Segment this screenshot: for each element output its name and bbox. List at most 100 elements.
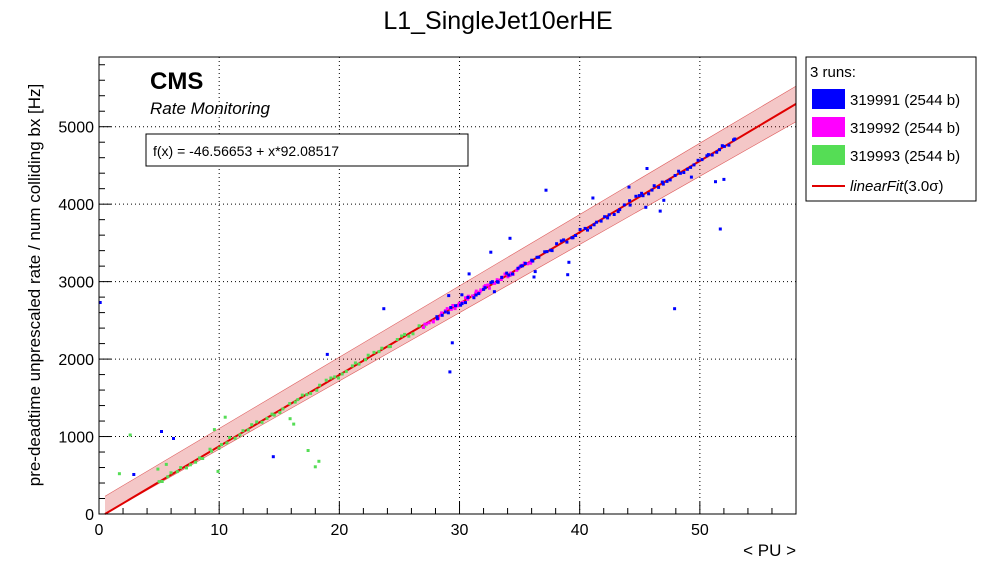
point-319992: [478, 290, 482, 294]
point-319993: [270, 412, 274, 416]
point-319992: [515, 268, 519, 272]
point-319991: [603, 215, 607, 219]
point-319993: [169, 471, 173, 475]
point-319991: [482, 287, 486, 291]
point-319993: [246, 428, 250, 432]
point-319993: [329, 376, 333, 380]
point-319992: [424, 322, 428, 326]
point-319993: [117, 472, 121, 476]
legend-swatch-319991: [812, 89, 845, 109]
point-319991: [477, 292, 481, 296]
x-tick-label: 20: [330, 522, 348, 539]
point-319991: [160, 430, 163, 433]
point-319991: [460, 293, 464, 297]
point-319993: [380, 346, 384, 350]
point-319992: [427, 321, 431, 325]
point-319991: [715, 150, 719, 154]
point-319991: [677, 169, 681, 173]
point-319991: [678, 171, 682, 175]
point-319991: [589, 226, 593, 230]
point-319993: [324, 378, 328, 382]
grid: [99, 57, 796, 514]
point-319991: [496, 280, 500, 284]
point-319991: [532, 275, 536, 279]
point-319991: [566, 273, 570, 277]
point-319991: [607, 213, 611, 217]
cms-label: CMS: [150, 68, 203, 95]
point-319992: [474, 291, 478, 295]
y-tick-label: 2000: [58, 352, 94, 369]
point-319993: [344, 369, 348, 373]
point-319991: [460, 302, 464, 306]
fit-band-lower: [104, 121, 797, 515]
point-319993: [318, 383, 322, 387]
point-319991: [622, 203, 626, 207]
point-319993: [241, 429, 245, 433]
point-319993: [201, 457, 205, 460]
point-319991: [483, 286, 487, 290]
point-319991: [692, 163, 696, 167]
y-axis-label: pre-deadtime unprescaled rate / num coll…: [25, 84, 44, 487]
point-319993: [157, 480, 161, 484]
point-319993: [403, 332, 407, 336]
point-319992: [483, 284, 487, 288]
point-319991: [172, 437, 175, 440]
fit-band-upper: [104, 85, 797, 497]
point-319993: [216, 469, 220, 473]
rate-monitoring-label: Rate Monitoring: [150, 99, 271, 118]
point-319991: [599, 219, 603, 223]
point-319991: [682, 171, 686, 174]
x-axis-label: < PU >: [743, 541, 796, 560]
point-319993: [194, 460, 198, 464]
fit-formula: f(x) = -46.56653 + x*92.08517: [153, 143, 339, 159]
legend-swatch-319993: [812, 145, 845, 165]
legend-label-319992: 319992 (2544 b): [850, 120, 960, 137]
point-319991: [641, 194, 645, 198]
legend-header: 3 runs:: [810, 64, 856, 81]
point-319991: [733, 137, 737, 141]
point-319991: [447, 294, 451, 298]
point-319991: [325, 352, 329, 356]
point-319993: [250, 423, 254, 427]
point-319993: [208, 447, 212, 451]
legend-label-319993: 319993 (2544 b): [850, 148, 960, 165]
y-tick-label: 1000: [58, 430, 94, 447]
point-319991: [440, 313, 444, 317]
point-319991: [459, 303, 463, 307]
point-319991: [464, 301, 467, 305]
point-319991: [722, 144, 726, 148]
point-319991: [700, 158, 704, 162]
point-319992: [431, 320, 435, 324]
x-tick-label: 0: [95, 522, 104, 539]
point-319992: [456, 304, 460, 308]
point-319993: [128, 433, 132, 437]
point-319991: [628, 203, 632, 207]
point-319991: [595, 220, 599, 224]
point-319993: [255, 420, 259, 424]
x-tick-label: 50: [691, 522, 709, 539]
legend-swatch-319992: [812, 117, 845, 137]
point-319991: [545, 250, 549, 254]
point-319993: [350, 364, 354, 368]
point-319993: [296, 398, 300, 402]
point-319991: [652, 184, 656, 188]
point-319993: [300, 393, 304, 397]
point-319991: [544, 188, 548, 192]
point-319991: [565, 240, 569, 244]
point-319991: [665, 179, 669, 183]
point-319992: [503, 272, 507, 276]
point-319993: [185, 466, 188, 470]
point-319991: [571, 236, 575, 240]
fit-formula-box: [145, 133, 469, 167]
point-319991: [657, 185, 661, 189]
point-319991: [722, 177, 726, 181]
point-319993: [353, 361, 357, 365]
legend-label-fit: linearFit(3.0σ): [850, 178, 943, 195]
point-319993: [400, 334, 404, 338]
point-319991: [567, 260, 571, 264]
point-319992: [474, 289, 478, 293]
point-319993: [260, 420, 264, 424]
y-tick-label: 3000: [58, 275, 94, 292]
point-319993: [188, 463, 192, 467]
